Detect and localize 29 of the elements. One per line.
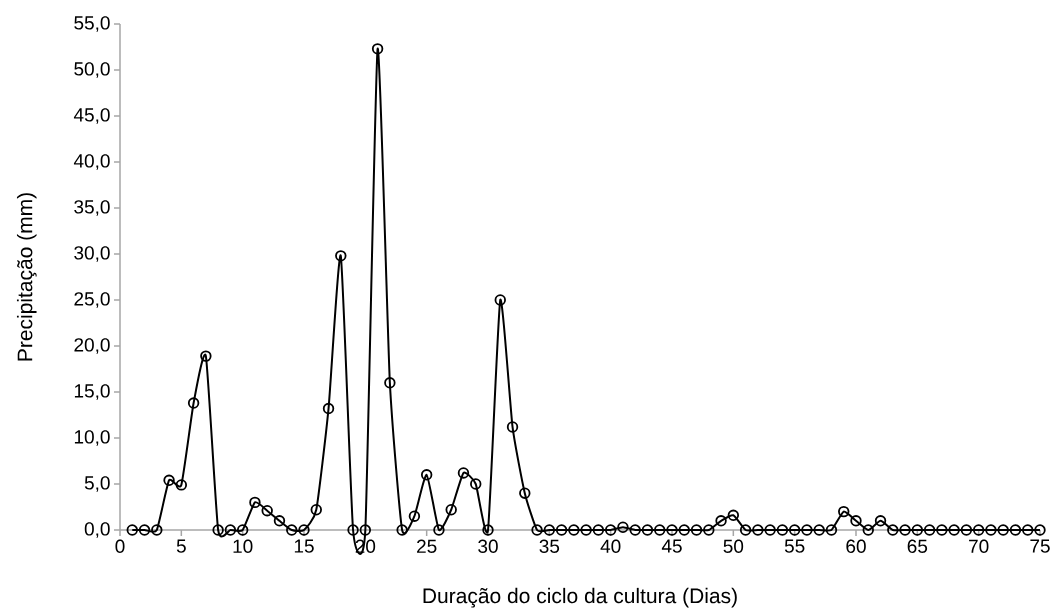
y-tick-label: 15,0: [74, 384, 110, 400]
y-tick-label: 55,0: [74, 16, 110, 32]
x-tick-label: 45: [661, 539, 682, 553]
x-tick-label: 15: [294, 539, 314, 553]
x-tick-label: 75: [1030, 539, 1050, 553]
x-tick-label: 10: [233, 539, 253, 553]
y-tick-label: 35,0: [74, 200, 110, 216]
y-tick-label: 45,0: [73, 108, 110, 124]
y-tick-label: 0,0: [84, 522, 110, 538]
x-tick-label: 5: [176, 539, 186, 553]
x-tick-label: 25: [417, 539, 437, 553]
x-axis-title: Duração do ciclo da cultura (Dias): [423, 587, 737, 608]
y-tick-label: 50,0: [74, 62, 110, 78]
y-tick-label: 5,0: [84, 476, 110, 492]
x-tick-label: 0: [115, 539, 125, 553]
y-tick-label: 20,0: [74, 338, 110, 354]
y-tick-label: 10,0: [74, 430, 110, 446]
x-tick-label: 55: [784, 539, 805, 553]
y-tick-label: 30,0: [74, 246, 110, 262]
y-tick-label: 25,0: [74, 292, 110, 308]
x-tick-label: 65: [907, 539, 928, 553]
x-tick-label: 35: [539, 539, 560, 553]
x-tick-label: 50: [723, 539, 744, 553]
x-tick-label: 60: [846, 539, 866, 553]
y-axis-title: Precipitação (mm): [16, 193, 37, 361]
x-tick-label: 70: [969, 539, 989, 553]
x-tick-label: 40: [600, 539, 621, 553]
x-tick-label: 30: [478, 539, 498, 553]
y-tick-label: 40,0: [73, 154, 110, 170]
